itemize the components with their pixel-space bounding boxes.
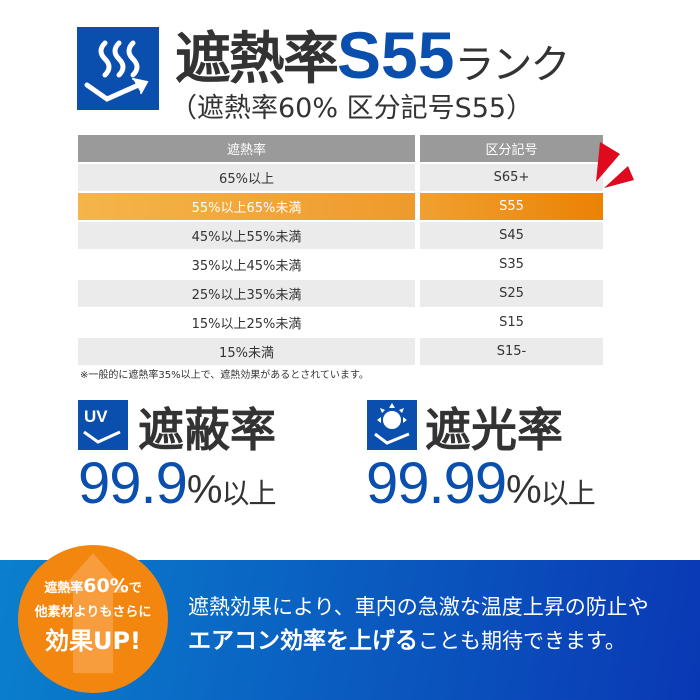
uv-icon: UV	[78, 400, 128, 450]
rank-table: 遮熱率 区分記号 65%以上 S65+ 55%以上65%未満 S55 45%以上55%…	[78, 133, 603, 367]
light-title: 遮光率	[425, 403, 563, 457]
table-row: 35%以上45%未満 S35	[78, 251, 603, 278]
page-title: 遮熱率S55ランク	[175, 18, 570, 92]
table-row: 25%以上35%未満 S25	[78, 280, 603, 307]
table-row: 65%以上 S65+	[78, 164, 603, 191]
banner-message: 遮熱効果により、車内の急激な温度上昇の防止や エアコン効率を上げることも期待でき…	[188, 595, 649, 654]
table-row: 15%未満 S15-	[78, 338, 603, 365]
table-row-highlighted: 55%以上65%未満 S55	[78, 193, 603, 220]
uv-value: 99.9%以上	[78, 451, 276, 516]
effect-up-badge: 遮熱率60%で 他素材よりもさらに 効果UP!	[18, 545, 168, 693]
svg-text:UV: UV	[84, 407, 108, 426]
attention-marks-icon	[596, 142, 634, 188]
table-row: 15%以上25%未満 S15	[78, 309, 603, 336]
uv-title: 遮蔽率	[138, 403, 276, 457]
sun-icon	[367, 400, 417, 450]
page-subtitle: （遮熱率60% 区分記号S55）	[170, 93, 534, 124]
footnote: ※一般的に遮熱率35%以上で、遮熱効果があるとされています。	[80, 370, 369, 381]
table-header: 遮熱率 区分記号	[78, 135, 603, 162]
light-value: 99.99%以上	[366, 451, 596, 516]
heat-shield-icon	[77, 27, 159, 110]
table-row: 45%以上55%未満 S45	[78, 222, 603, 249]
